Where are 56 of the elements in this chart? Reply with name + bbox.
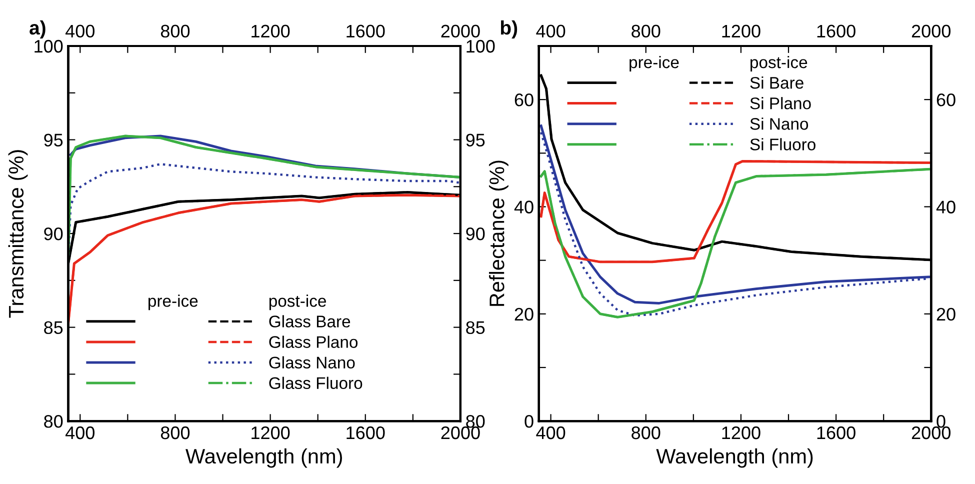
x-tick-label: 800: [160, 426, 190, 440]
x-axis-title: Wavelength (nm): [186, 448, 342, 468]
x2-tick-label: 1200: [722, 24, 760, 38]
x-tick-label: 2000: [912, 426, 951, 440]
y2-tick-label: 80: [466, 415, 485, 428]
y2-tick-label: 90: [466, 227, 485, 240]
legend-label: Si Bare: [750, 76, 804, 89]
y-tick-label: 85: [44, 321, 63, 334]
x-tick-label: 400: [65, 426, 94, 440]
x2-tick-label: 400: [536, 24, 566, 38]
x-tick-label: 2000: [441, 426, 480, 440]
y-tick-label: 100: [34, 40, 63, 53]
legend-label: Glass Fluoro: [269, 376, 362, 390]
x2-tick-label: 1200: [252, 24, 290, 38]
x-axis-title: Wavelength (nm): [656, 448, 813, 468]
y2-tick-label: 40: [936, 200, 956, 214]
y2-tick-label: 85: [466, 321, 485, 334]
legend-label: Si Fluoro: [750, 138, 816, 150]
y-axis-title: Transmittance (%): [8, 150, 28, 318]
x-tick-label: 800: [632, 426, 660, 440]
y-tick-label: 40: [514, 200, 534, 214]
annotation: post-ice: [269, 294, 326, 310]
x-tick-label: 400: [536, 426, 566, 440]
chart-title: b): [500, 20, 518, 38]
legend-label: Glass Bare: [269, 315, 350, 328]
y-tick-label: 0: [524, 415, 534, 428]
x2-tick-label: 1600: [346, 24, 385, 38]
y2-tick-label: 20: [936, 308, 956, 321]
y-tick-label: 80: [44, 415, 63, 428]
x-tick-label: 1200: [722, 426, 760, 440]
legend-label: Si Plano: [750, 97, 811, 110]
x-tick-label: 1600: [346, 426, 385, 440]
chart-title: a): [30, 20, 46, 38]
x2-tick-label: 2000: [441, 24, 480, 38]
y2-tick-label: 0: [936, 415, 946, 428]
x2-tick-label: 800: [160, 24, 190, 38]
legend-label: Si Nano: [750, 118, 808, 130]
x-tick-label: 1200: [252, 426, 290, 440]
y2-tick-label: 100: [466, 40, 495, 53]
y2-tick-label: 95: [466, 134, 485, 146]
annotation: post-ice: [750, 56, 808, 72]
y2-tick-label: 60: [936, 94, 956, 106]
y-tick-label: 90: [44, 227, 63, 240]
y-tick-label: 60: [514, 94, 534, 106]
legend-label: Glass Nano: [269, 356, 355, 368]
x2-tick-label: 1600: [817, 24, 856, 38]
annotation: pre-ice: [630, 56, 679, 72]
legend-label: Glass Plano: [269, 336, 358, 348]
y-axis-title: Reflectance (%): [488, 160, 508, 306]
x2-tick-label: 2000: [912, 24, 951, 38]
y-tick-label: 20: [514, 308, 534, 321]
x2-tick-label: 400: [65, 24, 94, 38]
x2-tick-label: 800: [632, 24, 660, 38]
y-tick-label: 95: [44, 134, 63, 146]
x-tick-label: 1600: [817, 426, 856, 440]
annotation: pre-ice: [148, 294, 198, 310]
